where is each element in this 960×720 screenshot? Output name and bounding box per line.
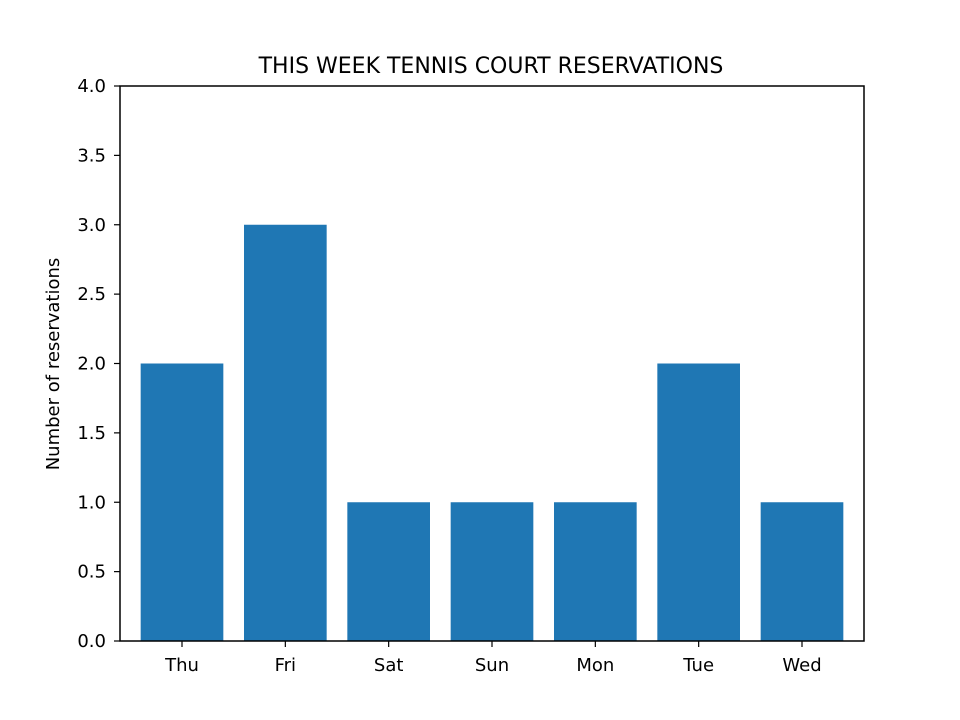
- bar-tue: [657, 363, 740, 641]
- y-tick-label: 0.0: [77, 631, 106, 652]
- y-axis-ticks: 0.0 0.5 1.0 1.5 2.0 2.5 3.0 3.5 4.0: [77, 76, 120, 652]
- y-axis-label: Number of reservations: [43, 258, 64, 471]
- x-tick-label: Fri: [275, 655, 296, 676]
- y-tick-label: 2.5: [77, 284, 106, 305]
- y-tick-label: 2.0: [77, 354, 106, 375]
- bar-sat: [347, 502, 430, 641]
- y-tick-label: 1.5: [77, 423, 106, 444]
- x-tick-label: Thu: [164, 655, 199, 676]
- x-tick-label: Mon: [576, 655, 614, 676]
- plot-frame: [119, 85, 865, 642]
- chart-title: THIS WEEK TENNIS COURT RESERVATIONS: [258, 54, 724, 79]
- bar-thu: [140, 363, 224, 641]
- bars-group: [140, 224, 844, 641]
- y-tick-label: 4.0: [77, 76, 106, 97]
- y-tick-label: 3.0: [77, 215, 106, 236]
- bar-wed: [760, 502, 844, 641]
- bar-fri: [244, 224, 327, 641]
- x-tick-label: Sun: [475, 655, 509, 676]
- y-tick-label: 1.0: [77, 492, 106, 513]
- x-tick-label: Wed: [782, 655, 821, 676]
- x-tick-label: Sat: [374, 655, 404, 676]
- x-tick-label: Tue: [682, 655, 714, 676]
- x-axis-ticks: Thu Fri Sat Sun Mon Tue Wed: [164, 641, 822, 676]
- bar-sun: [450, 502, 534, 641]
- y-tick-label: 0.5: [77, 562, 106, 583]
- bar-mon: [554, 502, 637, 641]
- y-tick-label: 3.5: [77, 145, 106, 166]
